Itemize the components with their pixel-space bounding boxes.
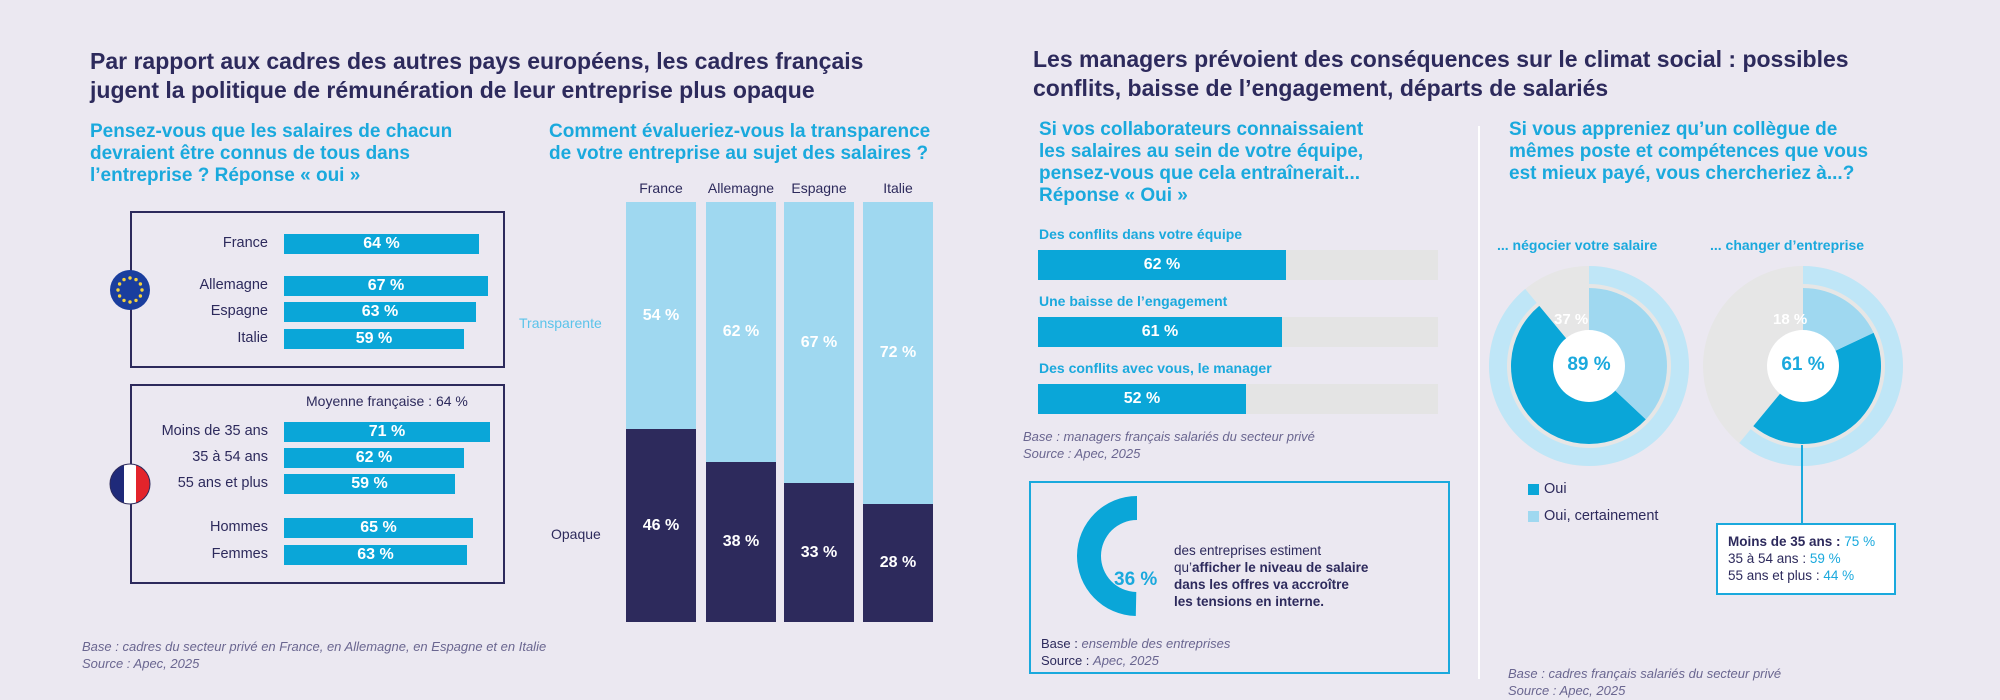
- france-average-annotation: Moyenne française : 64 %: [306, 393, 468, 409]
- donut-slice-oui-certainement: [1589, 288, 1667, 420]
- legend-label-oui-certainement: Oui, certainement: [1544, 508, 1659, 524]
- bar: 52 %: [1038, 384, 1246, 414]
- eu-star: [134, 277, 138, 282]
- bar-segment-transparente: 72 %: [863, 202, 933, 504]
- donut-hole: [1553, 330, 1625, 402]
- donut-chart: [1489, 266, 1689, 466]
- bar: 64 %: [284, 234, 479, 254]
- bar: 67 %: [284, 276, 488, 296]
- stat-box: 36 % des entreprises estiment qu’affiche…: [1029, 481, 1450, 674]
- eu-star: [128, 300, 132, 304]
- age-row: Moins de 35 ans : 75 %: [1728, 534, 1876, 549]
- eu-flag-icon: [110, 270, 150, 310]
- bar: 61 %: [1038, 317, 1282, 347]
- bar: 59 %: [284, 474, 455, 494]
- bar-category-label: Italie: [237, 330, 268, 346]
- bar: 62 %: [1038, 250, 1286, 280]
- eu-star: [140, 288, 144, 292]
- bar-segment-opaque: 33 %: [784, 483, 854, 622]
- age-row: 35 à 54 ans : 59 %: [1728, 551, 1841, 566]
- left-footnote: Base : cadres du secteur privé en France…: [82, 639, 547, 671]
- question-transparency: Comment évalueriez-vous la transparence …: [549, 121, 931, 164]
- bar: 65 %: [284, 518, 473, 538]
- donut-title: ... négocier votre salaire: [1497, 237, 1658, 253]
- donut-certainement-label: 18 %: [1773, 311, 1808, 328]
- french-flag-icon: [109, 463, 151, 505]
- column-label: Espagne: [791, 180, 847, 196]
- bar: 59 %: [284, 329, 464, 349]
- bar-category-label: Des conflits dans votre équipe: [1039, 226, 1243, 242]
- bar-category-label: Des conflits avec vous, le manager: [1039, 360, 1272, 376]
- donut-certainement-label: 37 %: [1554, 311, 1589, 328]
- donut-title: ... changer d’entreprise: [1710, 237, 1865, 253]
- divider: [1478, 126, 1480, 679]
- right-footnote-2: Base : cadres français salariés du secte…: [1508, 666, 1782, 698]
- bar-segment-transparente: 54 %: [626, 202, 696, 429]
- eu-star: [117, 294, 122, 298]
- donut-center-label: 89 %: [1567, 354, 1611, 375]
- gauge-arc: [1076, 496, 1137, 616]
- legend-label-oui: Oui: [1544, 481, 1567, 497]
- eu-star: [128, 276, 132, 280]
- question-salary-known: Pensez-vous que les salaires de chacun d…: [90, 121, 453, 186]
- bar-category-label: 55 ans et plus: [177, 475, 268, 491]
- bar: 62 %: [284, 448, 464, 468]
- gauge-36-chart: [1076, 496, 1137, 616]
- donut-hole: [1767, 330, 1839, 402]
- bar-segment-transparente: 67 %: [784, 202, 854, 483]
- eu-star: [116, 288, 120, 292]
- bar-category-label: France: [222, 235, 268, 251]
- question-consequences: Si vos collaborateurs connaissaient les …: [1039, 119, 1364, 206]
- bar-segment-opaque: 46 %: [626, 429, 696, 622]
- question-colleague: Si vous appreniez qu’un collègue de même…: [1509, 119, 1869, 184]
- stat-text: des entreprises estiment qu’afficher le …: [1174, 543, 1369, 609]
- bar-category-label: Espagne: [210, 303, 268, 319]
- donut-slice-oui-outer: [1739, 266, 1903, 466]
- bar-category-label: Une baisse de l’engagement: [1039, 293, 1228, 309]
- eu-star: [138, 282, 143, 286]
- eu-star: [138, 294, 143, 298]
- series-label-opaque: Opaque: [551, 526, 601, 542]
- left-title: Par rapport aux cadres des autres pays e…: [90, 48, 864, 103]
- right-footnote-1: Base : managers français salariés du sec…: [1023, 429, 1315, 461]
- bar-category-label: Moins de 35 ans: [161, 423, 268, 439]
- bar-segment-opaque: 38 %: [706, 462, 776, 622]
- bar-category-label: Hommes: [209, 519, 268, 535]
- bar-category-label: Femmes: [211, 546, 268, 562]
- eu-star: [122, 298, 126, 303]
- series-label-transparente: Transparente: [519, 315, 602, 331]
- age-row: 55 ans et plus : 44 %: [1728, 568, 1855, 583]
- eu-star: [134, 298, 138, 303]
- eu-star: [117, 282, 122, 286]
- eu-star: [122, 277, 126, 282]
- column-label: Allemagne: [707, 180, 775, 196]
- bar: 63 %: [284, 302, 476, 322]
- donut-chart: [1703, 266, 1903, 466]
- column-label: France: [639, 180, 683, 196]
- column-label: Italie: [883, 180, 913, 196]
- stat-footnote: Base : ensemble des entreprises Source :…: [1041, 636, 1231, 668]
- donut-center-label: 61 %: [1781, 354, 1825, 375]
- legend-swatch-oui-certainement: [1528, 511, 1539, 522]
- bar: 71 %: [284, 422, 490, 442]
- bar: 63 %: [284, 545, 467, 565]
- right-title: Les managers prévoient des conséquences …: [1033, 46, 1849, 101]
- legend-swatch-oui: [1528, 484, 1539, 495]
- bar-segment-transparente: 62 %: [706, 202, 776, 462]
- connector-line: [1801, 445, 1803, 525]
- stat-value: 36 %: [1114, 569, 1158, 590]
- bar-category-label: Allemagne: [199, 277, 268, 293]
- age-breakdown-box: Moins de 35 ans : 75 % 35 à 54 ans : 59 …: [1716, 523, 1896, 595]
- bar-segment-opaque: 28 %: [863, 504, 933, 622]
- bar-category-label: 35 à 54 ans: [192, 449, 268, 465]
